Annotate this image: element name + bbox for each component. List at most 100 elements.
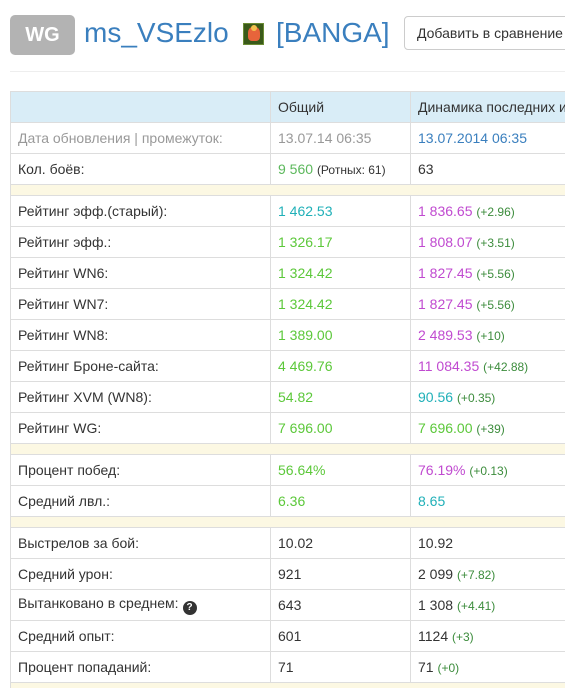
row-delta: (+42.88) — [483, 360, 529, 374]
row-dynamic-value: 11 084.35 — [418, 358, 480, 374]
table-row-wn6: Рейтинг WN6: 1 324.42 1 827.45 (+5.56) — [10, 257, 565, 289]
row-total: 9 560 (Ротных: 61) — [270, 153, 411, 185]
row-label: Средний опыт: — [10, 620, 271, 652]
row-dynamic: 8.65 — [410, 485, 565, 517]
row-dynamic-value: 1 308 — [418, 597, 454, 613]
row-label: Дата обновления | промежуток: — [10, 122, 271, 154]
row-dynamic: 1 836.65 (+2.96) — [410, 195, 565, 227]
row-dynamic-value: 1 827.45 — [418, 265, 473, 281]
table-row-battles: Кол. боёв: 9 560 (Ротных: 61) 63 — [10, 153, 565, 185]
page-header: WG ms_VSEzlo [BANGA] Добавить в сравнени… — [0, 0, 565, 72]
row-label: Средний урон: — [10, 558, 271, 590]
clan-tag-link[interactable]: [BANGA] — [276, 17, 390, 48]
row-label: Рейтинг Броне-сайта: — [10, 350, 271, 382]
table-row-wn8: Рейтинг WN8: 1 389.00 2 489.53 (+10) — [10, 319, 565, 351]
table-row-brone: Рейтинг Броне-сайта: 4 469.76 11 084.35 … — [10, 350, 565, 382]
table-row-xvm: Рейтинг XVM (WN8): 54.82 90.56 (+0.35) — [10, 381, 565, 413]
table-separator — [10, 184, 565, 196]
table-row-avg-lvl: Средний лвл.: 6.36 8.65 — [10, 485, 565, 517]
row-dynamic-value: 1 827.45 — [418, 296, 473, 312]
table-header-row: Общий Динамика последних и — [10, 91, 565, 123]
row-dynamic: 2 099 (+7.82) — [410, 558, 565, 590]
row-dynamic-value: 1 808.07 — [418, 234, 473, 250]
row-dynamic: 1 808.07 (+3.51) — [410, 226, 565, 258]
row-dynamic-value: 1124 — [418, 628, 449, 644]
row-dynamic: 10.92 — [410, 527, 565, 559]
row-total: 56.64% — [270, 454, 411, 486]
row-dynamic: 11 084.35 (+42.88) — [410, 350, 565, 382]
row-dynamic: 90.56 (+0.35) — [410, 381, 565, 413]
row-label: Вытанковано в среднем:? — [10, 589, 271, 621]
table-row-xp: Средний опыт: 601 1124 (+3) — [10, 620, 565, 652]
row-label: Кол. боёв: — [10, 153, 271, 185]
add-to-compare-button[interactable]: Добавить в сравнение — [404, 16, 565, 50]
row-dynamic: 76.19% (+0.13) — [410, 454, 565, 486]
row-label: Рейтинг WG: — [10, 412, 271, 444]
player-award-icon — [243, 23, 264, 45]
row-delta: (+2.96) — [476, 205, 515, 219]
row-label: Рейтинг WN8: — [10, 319, 271, 351]
player-name-link[interactable]: ms_VSEzlo — [84, 17, 229, 48]
row-dynamic-value: 76.19% — [418, 462, 466, 478]
row-total: 1 324.42 — [270, 288, 411, 320]
row-dynamic-value: 1 836.65 — [418, 203, 473, 219]
row-dynamic: 2 489.53 (+10) — [410, 319, 565, 351]
table-row-hit: Процент попаданий: 71 71 (+0) — [10, 651, 565, 683]
row-dynamic: 63 — [410, 153, 565, 185]
row-total-value: 9 560 — [278, 161, 314, 177]
row-label: Процент побед: — [10, 454, 271, 486]
row-total: 1 462.53 — [270, 195, 411, 227]
row-total: 13.07.14 06:35 — [270, 122, 411, 154]
table-row-wn7: Рейтинг WN7: 1 324.42 1 827.45 (+5.56) — [10, 288, 565, 320]
table-row-wg: Рейтинг WG: 7 696.00 7 696.00 (+39) — [10, 412, 565, 444]
help-icon[interactable]: ? — [182, 601, 197, 615]
table-row-shots: Выстрелов за бой: 10.02 10.92 — [10, 527, 565, 559]
row-dynamic: 1124 (+3) — [410, 620, 565, 652]
row-dynamic: 71 (+0) — [410, 651, 565, 683]
row-dynamic: 13.07.2014 06:35 — [410, 122, 565, 154]
row-dynamic: 7 696.00 (+39) — [410, 412, 565, 444]
row-label: Рейтинг эфф.(старый): — [10, 195, 271, 227]
table-row-damage: Средний урон: 921 2 099 (+7.82) — [10, 558, 565, 590]
row-total: 6.36 — [270, 485, 411, 517]
row-total: 921 — [270, 558, 411, 590]
row-dynamic: 1 827.45 (+5.56) — [410, 288, 565, 320]
row-label: Рейтинг эфф.: — [10, 226, 271, 258]
row-delta: (+0.35) — [456, 391, 496, 405]
header-divider — [10, 71, 565, 72]
row-delta: (+4.41) — [456, 599, 496, 613]
row-label-text: Вытанковано в среднем: — [18, 595, 179, 611]
row-total: 1 326.17 — [270, 226, 411, 258]
row-total: 601 — [270, 620, 411, 652]
table-separator — [10, 443, 565, 455]
row-dynamic-value: 90.56 — [418, 389, 454, 405]
row-label: Процент попаданий: — [10, 651, 271, 683]
column-header-dynamic: Динамика последних и — [410, 91, 565, 123]
row-total: 4 469.76 — [270, 350, 411, 382]
row-delta: (+5.56) — [476, 298, 515, 312]
row-delta: (+3) — [452, 630, 474, 644]
row-total: 643 — [270, 589, 411, 621]
row-total: 54.82 — [270, 381, 411, 413]
table-row-update: Дата обновления | промежуток: 13.07.14 0… — [10, 122, 565, 154]
row-delta: (+39) — [476, 422, 505, 436]
row-delta: (+0.13) — [469, 464, 508, 478]
row-label: Рейтинг WN7: — [10, 288, 271, 320]
row-dynamic: 1 827.45 (+5.56) — [410, 257, 565, 289]
wg-badge: WG — [10, 15, 75, 55]
stats-table: Общий Динамика последних и Дата обновлен… — [10, 91, 565, 688]
row-delta: (+0) — [437, 661, 460, 675]
row-total-sub: (Ротных: 61) — [316, 163, 386, 177]
row-delta: (+5.56) — [476, 267, 515, 281]
table-row-tanked: Вытанковано в среднем:? 643 1 308 (+4.41… — [10, 589, 565, 621]
table-row-eff: Рейтинг эфф.: 1 326.17 1 808.07 (+3.51) — [10, 226, 565, 258]
row-delta: (+10) — [476, 329, 505, 343]
row-label: Выстрелов за бой: — [10, 527, 271, 559]
table-row-winrate: Процент побед: 56.64% 76.19% (+0.13) — [10, 454, 565, 486]
row-dynamic-value: 2 099 — [418, 566, 454, 582]
column-header-label — [10, 91, 271, 123]
row-label: Рейтинг XVM (WN8): — [10, 381, 271, 413]
row-dynamic-value: 7 696.00 — [418, 420, 473, 436]
table-row-eff-old: Рейтинг эфф.(старый): 1 462.53 1 836.65 … — [10, 195, 565, 227]
table-separator — [10, 682, 565, 688]
